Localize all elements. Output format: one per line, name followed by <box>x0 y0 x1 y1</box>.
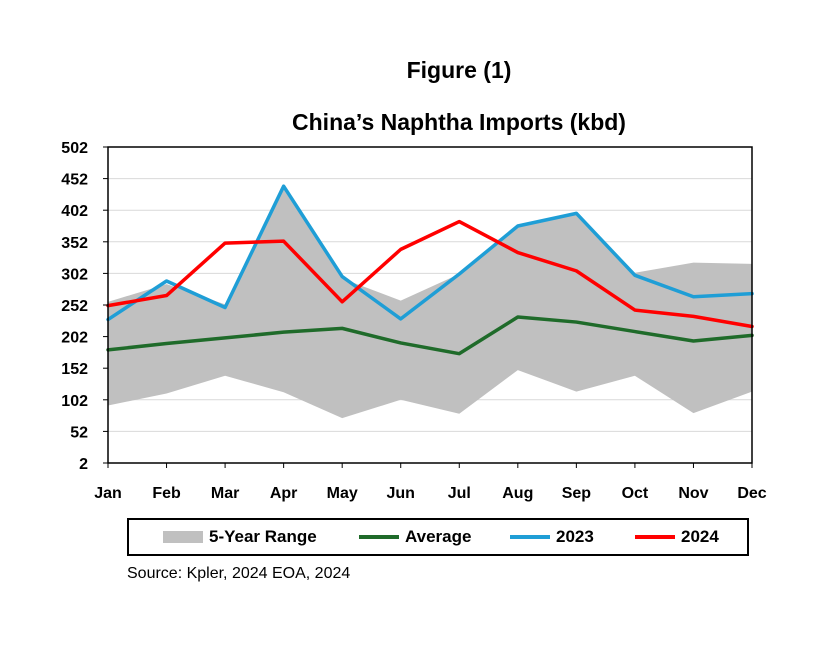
y-tick-label-8: 402 <box>61 203 88 220</box>
legend-item-2024: 2024 <box>635 520 719 554</box>
y-tick-label-10: 502 <box>61 140 88 157</box>
legend-item-average: Average <box>359 520 471 554</box>
x-tick-label-jul: Jul <box>448 485 471 502</box>
y-tick-label-2: 102 <box>61 393 88 410</box>
x-tick-label-aug: Aug <box>502 485 533 502</box>
x-tick-label-mar: Mar <box>211 485 239 502</box>
chart-title: China’s Naphtha Imports (kbd) <box>292 109 626 135</box>
y-tick-label-7: 352 <box>61 235 88 252</box>
y-tick-label-4: 202 <box>61 330 88 347</box>
y-tick-label-5: 252 <box>61 298 88 315</box>
figure-label: Figure (1) <box>406 57 512 83</box>
x-tick-label-dec: Dec <box>737 485 766 502</box>
x-tick-label-jan: Jan <box>94 485 122 502</box>
y-tick-label-3: 152 <box>61 361 88 378</box>
legend-item-range: 5-Year Range <box>163 520 317 554</box>
legend-label-average: Average <box>405 527 472 546</box>
legend-swatch-average <box>359 535 399 539</box>
legend-item-2023: 2023 <box>510 520 594 554</box>
y-tick-label-6: 302 <box>61 266 88 283</box>
source-note: Source: Kpler, 2024 EOA, 2024 <box>127 565 351 582</box>
x-tick-label-may: May <box>327 485 358 502</box>
x-tick-label-nov: Nov <box>678 485 708 502</box>
x-tick-label-apr: Apr <box>270 485 298 502</box>
legend-label-2024: 2024 <box>681 527 719 546</box>
legend-label-2023: 2023 <box>556 527 594 546</box>
y-tick-label-9: 452 <box>61 172 88 189</box>
legend-label-range: 5-Year Range <box>209 527 317 546</box>
series-line-2024 <box>106 219 754 329</box>
x-tick-label-oct: Oct <box>622 485 649 502</box>
x-tick-label-jun: Jun <box>387 485 415 502</box>
legend-swatch-2023 <box>510 535 550 539</box>
legend: 5-Year Range Average 2023 2024 <box>127 518 749 556</box>
legend-swatch-range <box>163 531 203 543</box>
x-tick-label-feb: Feb <box>152 485 181 502</box>
x-tick-label-sep: Sep <box>562 485 592 502</box>
series-line-average <box>106 315 754 356</box>
series-line-2023 <box>106 184 754 322</box>
range-band <box>108 186 752 419</box>
y-tick-label-0: 2 <box>79 456 88 473</box>
legend-swatch-2024 <box>635 535 675 539</box>
y-tick-label-1: 52 <box>70 424 88 441</box>
